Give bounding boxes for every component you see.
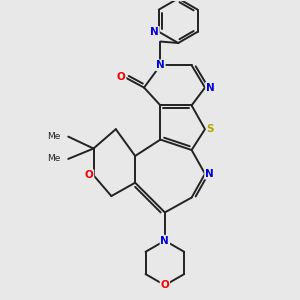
Text: S: S: [207, 124, 214, 134]
Text: N: N: [156, 60, 165, 70]
Text: O: O: [117, 72, 125, 82]
Text: N: N: [206, 82, 215, 93]
Text: O: O: [160, 280, 169, 290]
Text: N: N: [150, 27, 159, 37]
Text: Me: Me: [47, 154, 61, 164]
Text: Me: Me: [47, 132, 61, 141]
Text: N: N: [160, 236, 169, 246]
Text: O: O: [85, 170, 93, 180]
Text: N: N: [205, 169, 214, 179]
